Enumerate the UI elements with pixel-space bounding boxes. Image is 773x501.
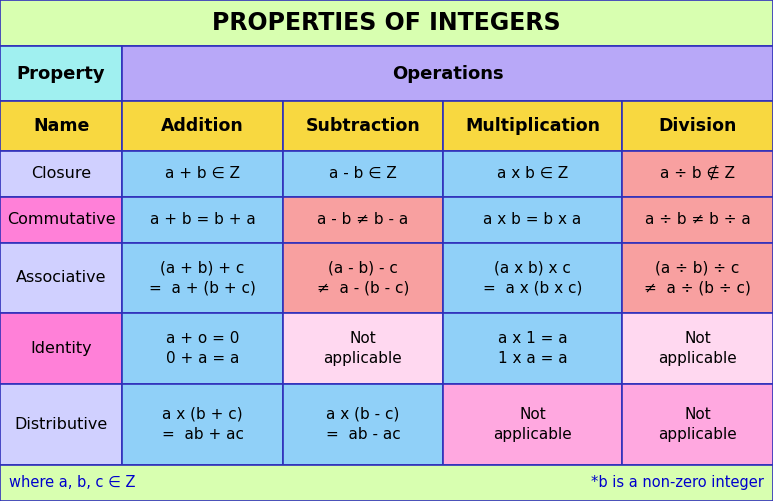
- Bar: [443, 384, 622, 465]
- Text: Property: Property: [17, 65, 105, 83]
- Bar: [622, 384, 773, 465]
- Text: a - b ∈ Z: a - b ∈ Z: [329, 166, 397, 181]
- Bar: [283, 197, 443, 242]
- Bar: [622, 197, 773, 242]
- Text: Not
applicable: Not applicable: [324, 331, 402, 366]
- Bar: [0, 46, 122, 101]
- Bar: [283, 101, 443, 151]
- Bar: [283, 151, 443, 197]
- Text: Not
applicable: Not applicable: [659, 331, 737, 366]
- Text: a x 1 = a
1 x a = a: a x 1 = a 1 x a = a: [498, 331, 567, 366]
- Bar: [283, 313, 443, 384]
- Bar: [0, 313, 122, 384]
- Text: (a ÷ b) ÷ c
≠  a ÷ (b ÷ c): (a ÷ b) ÷ c ≠ a ÷ (b ÷ c): [644, 261, 751, 296]
- Text: Not
applicable: Not applicable: [493, 407, 572, 442]
- Bar: [122, 313, 283, 384]
- Bar: [0, 465, 773, 501]
- Text: a + b ∈ Z: a + b ∈ Z: [165, 166, 240, 181]
- Text: a ÷ b ≠ b ÷ a: a ÷ b ≠ b ÷ a: [645, 212, 751, 227]
- Text: a ÷ b ∉ Z: a ÷ b ∉ Z: [660, 166, 735, 181]
- Text: Commutative: Commutative: [7, 212, 115, 227]
- Text: a + o = 0
0 + a = a: a + o = 0 0 + a = a: [166, 331, 239, 366]
- Bar: [122, 242, 283, 313]
- Bar: [622, 313, 773, 384]
- Text: Name: Name: [33, 117, 89, 135]
- Bar: [443, 313, 622, 384]
- Bar: [122, 101, 283, 151]
- Bar: [443, 242, 622, 313]
- Text: a x (b - c)
=  ab - ac: a x (b - c) = ab - ac: [325, 407, 400, 442]
- Text: Addition: Addition: [161, 117, 244, 135]
- Text: (a x b) x c
=  a x (b x c): (a x b) x c = a x (b x c): [483, 261, 582, 296]
- Text: Distributive: Distributive: [15, 417, 107, 432]
- Bar: [122, 46, 773, 101]
- Text: a x (b + c)
=  ab + ac: a x (b + c) = ab + ac: [162, 407, 243, 442]
- Bar: [0, 242, 122, 313]
- Bar: [0, 151, 122, 197]
- Bar: [0, 384, 122, 465]
- Bar: [622, 151, 773, 197]
- Bar: [0, 101, 122, 151]
- Bar: [122, 197, 283, 242]
- Text: Closure: Closure: [31, 166, 91, 181]
- Text: Division: Division: [659, 117, 737, 135]
- Text: (a + b) + c
=  a + (b + c): (a + b) + c = a + (b + c): [149, 261, 256, 296]
- Text: Operations: Operations: [392, 65, 503, 83]
- Bar: [0, 197, 122, 242]
- Text: Identity: Identity: [30, 341, 92, 356]
- Text: PROPERTIES OF INTEGERS: PROPERTIES OF INTEGERS: [212, 11, 561, 35]
- Bar: [283, 242, 443, 313]
- Text: a - b ≠ b - a: a - b ≠ b - a: [317, 212, 409, 227]
- Bar: [122, 151, 283, 197]
- Text: (a - b) - c
≠  a - (b - c): (a - b) - c ≠ a - (b - c): [317, 261, 409, 296]
- Text: Associative: Associative: [15, 271, 107, 286]
- Text: a + b = b + a: a + b = b + a: [150, 212, 255, 227]
- Text: where a, b, c ∈ Z: where a, b, c ∈ Z: [9, 475, 136, 490]
- Text: *b is a non-zero integer: *b is a non-zero integer: [591, 475, 764, 490]
- Bar: [443, 101, 622, 151]
- Bar: [283, 384, 443, 465]
- Text: a x b = b x a: a x b = b x a: [483, 212, 582, 227]
- Text: Multiplication: Multiplication: [465, 117, 600, 135]
- Bar: [0, 0, 773, 46]
- Bar: [622, 242, 773, 313]
- Text: Subtraction: Subtraction: [305, 117, 421, 135]
- Bar: [122, 384, 283, 465]
- Text: Not
applicable: Not applicable: [659, 407, 737, 442]
- Bar: [443, 151, 622, 197]
- Bar: [622, 101, 773, 151]
- Bar: [443, 197, 622, 242]
- Text: a x b ∈ Z: a x b ∈ Z: [497, 166, 568, 181]
